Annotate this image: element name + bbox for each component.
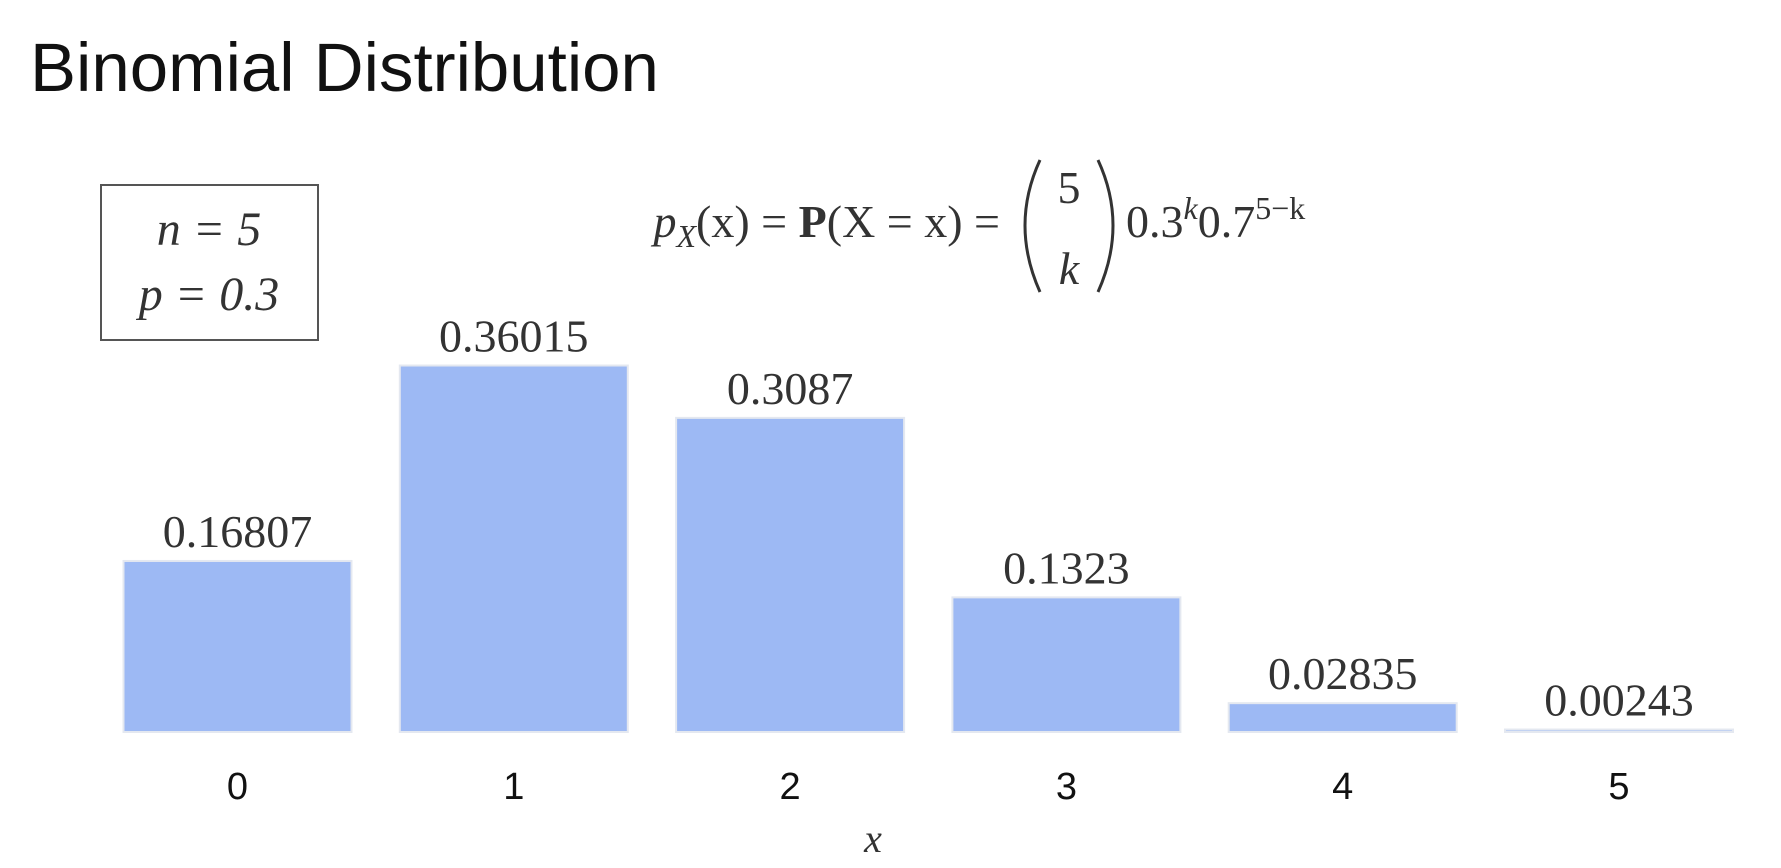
x-axis-label: x [863,816,882,861]
bar [398,364,629,733]
value-label: 0.3087 [727,363,854,414]
bar [1504,728,1734,733]
bar [122,559,353,734]
value-label: 0.00243 [1544,675,1694,726]
formula-part: 0.3 [1126,196,1184,247]
x-tick-label: 4 [1332,766,1353,808]
x-tick-label: 5 [1608,766,1629,808]
formula-part: 0.7 [1198,196,1256,247]
formula-part: 5 [1058,162,1081,213]
paren [1096,159,1115,293]
parameter: n = 5 [157,203,261,256]
formula-part: k [1184,190,1199,226]
formula-part: p [651,196,677,247]
value-label: 0.1323 [1003,542,1130,593]
x-tick-label: 0 [227,766,248,808]
chart-title: Binomial Distribution [30,29,659,106]
x-tick-label: 1 [503,766,524,808]
bar [675,416,906,733]
value-label: 0.16807 [163,506,313,557]
formula-part: P [799,196,827,247]
formula-lhs: pX(x) = P(X = x) = [651,196,1001,254]
formula-rhs: 0.3k0.75−k [1126,190,1305,247]
value-label: 0.02835 [1268,648,1418,699]
bar [1227,702,1458,734]
paren [1023,159,1042,293]
formula-part: X [675,218,698,254]
value-label: 0.36015 [439,311,589,362]
formula-part: (x) = [696,196,799,247]
parameter: p = 0.3 [136,268,279,321]
parameter-box [100,184,319,341]
formula-part: k [1059,243,1081,294]
x-tick-label: 3 [1056,766,1077,808]
x-tick-label: 2 [780,766,801,808]
bar [951,596,1182,733]
formula-part: 5−k [1255,190,1305,226]
formula-part: (X = x) = [827,196,1000,247]
